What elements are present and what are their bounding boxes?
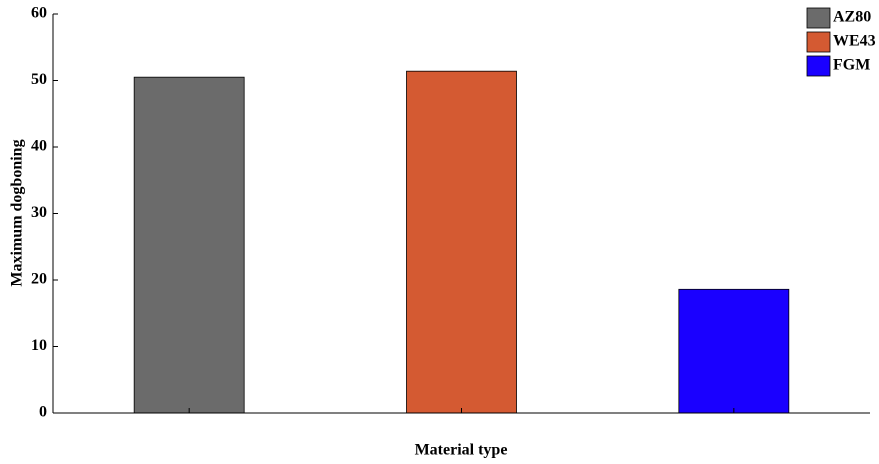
y-tick-label: 50 bbox=[31, 71, 47, 88]
legend-swatch bbox=[806, 7, 831, 29]
y-tick-label: 40 bbox=[31, 138, 47, 155]
x-axis-label: Material type bbox=[415, 442, 508, 459]
legend-swatch bbox=[806, 31, 831, 53]
bar bbox=[678, 288, 790, 414]
legend-swatch bbox=[806, 55, 831, 77]
y-tick-label: 0 bbox=[39, 404, 47, 421]
y-tick-label: 30 bbox=[31, 204, 47, 221]
legend-label: WE43 bbox=[833, 33, 876, 50]
y-tick-label: 20 bbox=[31, 271, 47, 288]
y-tick-label: 60 bbox=[31, 5, 47, 22]
legend-label: AZ80 bbox=[833, 9, 871, 26]
bar bbox=[406, 70, 517, 414]
legend-label: FGM bbox=[833, 57, 870, 74]
y-axis-label: Maximum dogboning bbox=[9, 139, 26, 286]
y-tick-label: 10 bbox=[31, 337, 47, 354]
bar bbox=[133, 76, 245, 414]
